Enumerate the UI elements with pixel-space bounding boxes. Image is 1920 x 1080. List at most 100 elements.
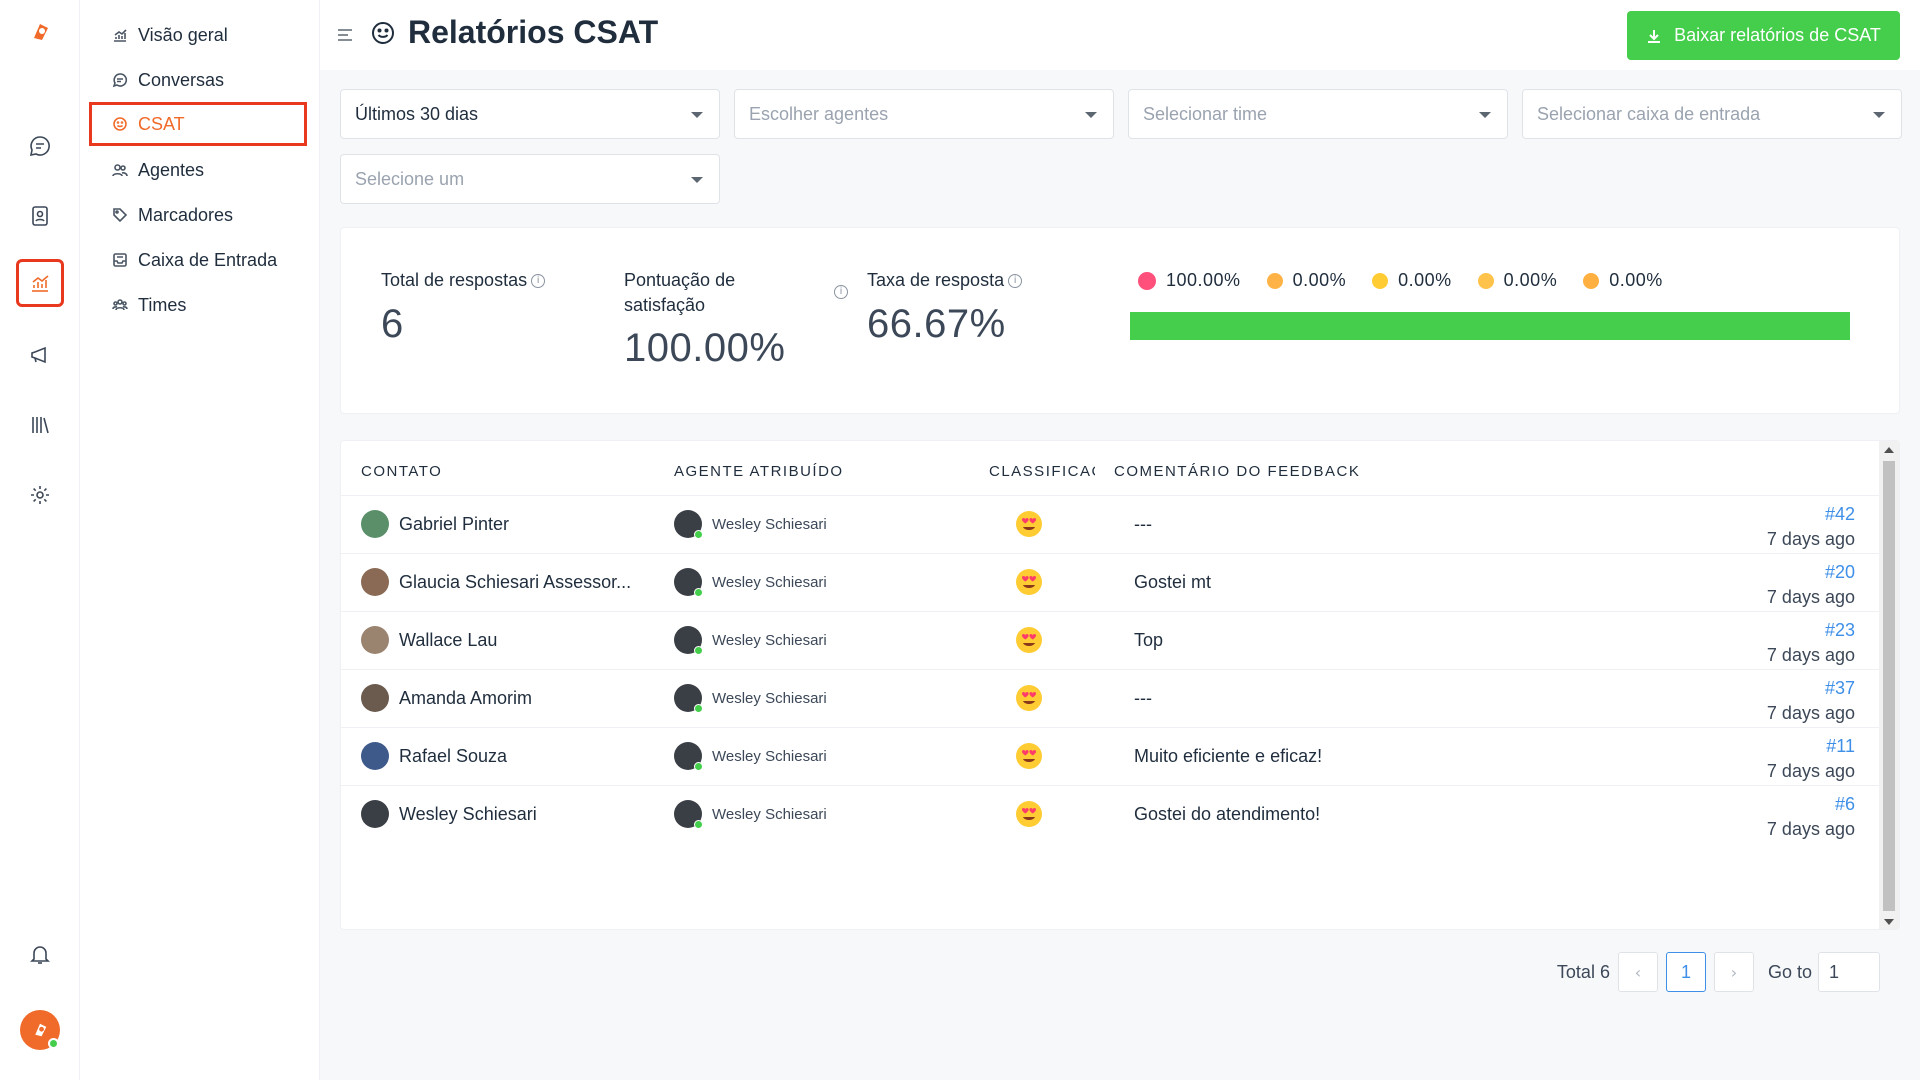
timestamp: 7 days ago (1766, 761, 1855, 781)
pagination: Total 6 ‹ 1 › Go to (1557, 952, 1880, 992)
app-logo-icon[interactable] (26, 18, 54, 46)
timestamp: 7 days ago (1766, 703, 1855, 723)
conversation-link[interactable]: #20 (1824, 562, 1855, 582)
table-row[interactable]: Amanda Amorim Wesley Schiesari --- #37 7… (341, 669, 1881, 727)
chevron-down-icon (691, 112, 703, 118)
rail-conversations-button[interactable] (16, 122, 64, 170)
chevron-down-icon (1873, 112, 1885, 118)
page-number-button[interactable]: 1 (1665, 952, 1706, 992)
table-scrollbar[interactable] (1879, 441, 1899, 929)
chat-bubble-icon (29, 136, 50, 157)
agents-select[interactable]: Escolher agentes (734, 89, 1114, 139)
contact-cell[interactable]: Wesley Schiesari (361, 800, 537, 828)
sidebar-item-label: Conversas (138, 69, 225, 90)
sidebar-item-agents[interactable]: Agentes (96, 150, 306, 190)
goto-page-input[interactable] (1818, 952, 1880, 992)
rating-cell (1014, 625, 1044, 660)
team-icon (112, 299, 128, 311)
table-row[interactable]: Gabriel Pinter Wesley Schiesari --- #42 … (341, 495, 1881, 553)
next-page-button[interactable]: › (1713, 952, 1754, 992)
heart-eyes-emoji-icon (1016, 743, 1042, 769)
page-title-text: Relatórios CSAT (408, 14, 659, 50)
rating-item-smile: 0.00% (1266, 270, 1347, 291)
agent-avatar (674, 626, 703, 655)
conversation-link[interactable]: #42 (1824, 504, 1855, 524)
inbox-placeholder: Selecionar caixa de entrada (1537, 103, 1761, 124)
table-row[interactable]: Wallace Lau Wesley Schiesari Top #23 7 d… (341, 611, 1881, 669)
inbox-select[interactable]: Selecionar caixa de entrada (1522, 89, 1902, 139)
rating-cell (1014, 741, 1044, 776)
scroll-down-icon[interactable] (1884, 919, 1894, 925)
chevron-right-icon: › (1730, 962, 1738, 982)
feedback-comment: Top (1134, 630, 1164, 650)
timestamp: 7 days ago (1766, 819, 1855, 839)
csat-responses-table: CONTATO AGENTE ATRIBUÍDO CLASSIFICAÇ COM… (340, 440, 1900, 930)
table-row[interactable]: Wesley Schiesari Wesley Schiesari Gostei… (341, 785, 1881, 843)
response-rate-value: 66.67% (867, 302, 1006, 346)
prev-page-button[interactable]: ‹ (1617, 952, 1658, 992)
sidebar-item-label: Marcadores (138, 204, 234, 225)
bell-icon (30, 946, 50, 964)
sidebar-item-conversations[interactable]: Conversas (96, 60, 306, 100)
rail-notifications-button[interactable] (16, 930, 64, 978)
sidebar-item-label: Visão geral (138, 24, 228, 45)
total-responses-label: Total de respostas i (381, 268, 546, 293)
info-icon[interactable]: i (834, 285, 848, 299)
rail-settings-button[interactable] (16, 471, 64, 519)
rail-library-button[interactable] (16, 401, 64, 449)
column-header-rating[interactable]: CLASSIFICAÇ (989, 463, 1095, 480)
sidebar-item-teams[interactable]: Times (96, 285, 306, 325)
satisfaction-score-value: 100.00% (624, 326, 786, 370)
download-csat-button[interactable]: Baixar relatórios de CSAT (1627, 11, 1900, 60)
feedback-comment: Gostei do atendimento! (1134, 804, 1321, 824)
table-row[interactable]: Rafael Souza Wesley Schiesari Muito efic… (341, 727, 1881, 785)
info-icon[interactable]: i (1008, 274, 1023, 289)
agents-placeholder: Escolher agentes (749, 103, 889, 124)
date-range-select[interactable]: Últimos 30 dias (340, 89, 720, 139)
scroll-up-icon[interactable] (1884, 447, 1894, 453)
gear-icon (31, 486, 49, 504)
sidebar-item-overview[interactable]: Visão geral (96, 15, 306, 55)
contact-cell[interactable]: Wallace Lau (361, 626, 497, 654)
conversation-link[interactable]: #37 (1824, 678, 1855, 698)
total-responses-value: 6 (381, 302, 404, 346)
info-icon[interactable]: i (531, 274, 546, 289)
hamburger-menu-icon[interactable] (336, 26, 354, 44)
table-row[interactable]: Glaucia Schiesari Assessor... Wesley Sch… (341, 553, 1881, 611)
contact-cell[interactable]: Rafael Souza (361, 742, 507, 770)
rail-reports-button[interactable] (16, 259, 64, 307)
contact-cell[interactable]: Glaucia Schiesari Assessor... (361, 568, 631, 596)
column-header-contact[interactable]: CONTATO (361, 463, 443, 480)
agent-name: Wesley Schiesari (712, 747, 827, 765)
online-status-dot (694, 820, 703, 829)
chart-line-icon (114, 29, 127, 42)
column-header-agent[interactable]: AGENTE ATRIBUÍDO (674, 463, 844, 480)
satisfaction-score-label: Pontuação de satisfação (624, 270, 736, 315)
sidebar-item-labels[interactable]: Marcadores (96, 195, 306, 235)
inbox-icon (113, 253, 127, 267)
avatar-logo-icon (35, 1023, 47, 1037)
pagination-total: Total 6 (1556, 961, 1610, 982)
contact-cell[interactable]: Gabriel Pinter (361, 510, 509, 538)
user-avatar[interactable] (20, 1010, 60, 1050)
contact-avatar (361, 742, 389, 770)
sidebar-item-csat[interactable]: CSAT (89, 102, 307, 146)
contact-avatar (361, 684, 389, 712)
rail-campaigns-button[interactable] (16, 331, 64, 379)
conversation-link[interactable]: #6 (1834, 794, 1855, 814)
team-select[interactable]: Selecionar time (1128, 89, 1508, 139)
contact-cell[interactable]: Amanda Amorim (361, 684, 532, 712)
sidebar-item-label: Times (138, 294, 187, 315)
rail-contacts-button[interactable] (16, 192, 64, 240)
rating-select[interactable]: Selecione um (340, 154, 720, 204)
smile-icon (113, 117, 127, 131)
sidebar-item-inbox[interactable]: Caixa de Entrada (96, 240, 306, 280)
agent-cell: Wesley Schiesari (674, 684, 827, 713)
column-header-comment[interactable]: COMENTÁRIO DO FEEDBACK (1114, 463, 1361, 480)
contact-avatar (361, 568, 389, 596)
conversation-link[interactable]: #23 (1824, 620, 1855, 640)
scrollbar-thumb[interactable] (1883, 461, 1895, 911)
smile-emoji-icon (1266, 272, 1283, 289)
heart-eyes-emoji-icon (1138, 271, 1156, 290)
conversation-link[interactable]: #11 (1826, 736, 1855, 756)
